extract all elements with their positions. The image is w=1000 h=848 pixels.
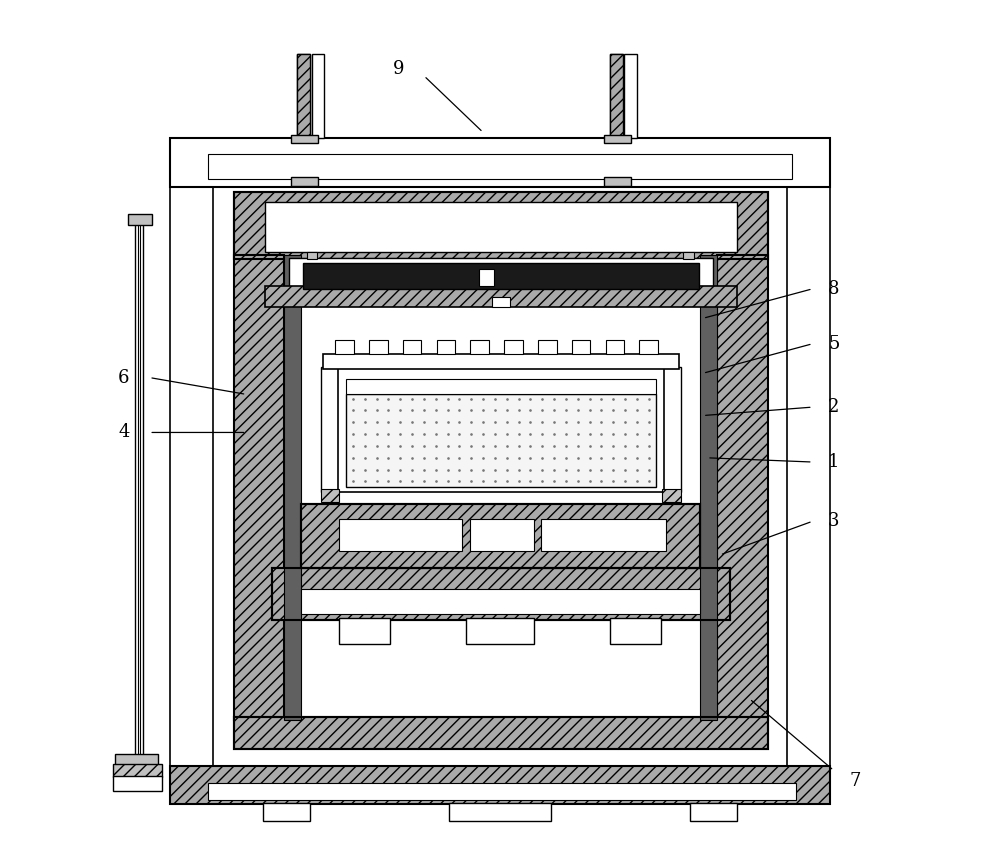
Text: 9: 9 — [393, 60, 404, 78]
Text: 1: 1 — [828, 453, 840, 471]
Bar — [301, 505, 700, 567]
Bar — [662, 489, 681, 502]
Bar — [234, 192, 768, 259]
Bar — [437, 340, 455, 354]
Bar — [321, 366, 339, 492]
Text: 6: 6 — [118, 369, 130, 387]
Bar — [541, 519, 666, 551]
Bar — [610, 618, 661, 644]
Bar — [284, 255, 301, 720]
Bar — [339, 519, 462, 551]
Bar — [639, 340, 658, 354]
Bar — [234, 192, 768, 259]
Bar — [208, 784, 796, 801]
Bar — [662, 366, 681, 492]
Bar — [291, 135, 318, 143]
Bar — [369, 340, 388, 354]
Bar — [504, 340, 523, 354]
Text: 5: 5 — [828, 335, 840, 353]
Bar — [234, 717, 768, 750]
Bar — [135, 221, 143, 762]
Bar — [492, 297, 510, 307]
Bar — [403, 340, 421, 354]
Bar — [717, 255, 768, 720]
Bar — [303, 264, 699, 289]
Bar — [479, 270, 494, 287]
Bar — [606, 340, 624, 354]
Bar — [234, 717, 768, 750]
Bar — [610, 53, 623, 138]
Bar — [604, 135, 631, 143]
Bar — [289, 259, 713, 291]
Bar — [787, 187, 830, 767]
Bar — [624, 53, 637, 138]
Bar — [572, 340, 590, 354]
Bar — [265, 202, 737, 253]
Bar — [312, 53, 324, 138]
Bar — [113, 776, 162, 791]
Bar — [208, 153, 792, 179]
Bar — [170, 767, 830, 805]
Bar — [335, 340, 354, 354]
Bar — [291, 177, 318, 186]
Bar — [321, 489, 339, 502]
Bar — [272, 567, 730, 620]
Bar — [683, 253, 694, 259]
Bar — [470, 519, 534, 551]
Bar — [263, 803, 310, 821]
Bar — [301, 259, 700, 720]
Bar — [301, 505, 700, 567]
Bar — [113, 764, 162, 778]
Text: 7: 7 — [849, 772, 861, 789]
Bar — [346, 394, 656, 488]
Bar — [170, 138, 830, 187]
Text: 8: 8 — [828, 280, 840, 298]
Bar — [604, 177, 631, 186]
Text: 4: 4 — [118, 423, 130, 442]
Bar — [690, 803, 737, 821]
Bar — [339, 618, 390, 644]
Bar — [301, 589, 700, 614]
Bar — [538, 340, 557, 354]
Bar — [700, 255, 717, 720]
Bar — [466, 618, 534, 644]
Text: 2: 2 — [828, 398, 840, 416]
Text: 3: 3 — [828, 512, 840, 530]
Bar — [338, 366, 664, 492]
Bar — [115, 755, 158, 767]
Bar — [307, 253, 317, 259]
Bar — [234, 255, 284, 720]
Bar — [170, 187, 213, 767]
Bar — [170, 767, 830, 805]
Bar — [470, 340, 489, 354]
Bar — [272, 567, 730, 620]
Bar — [128, 214, 152, 226]
Bar — [323, 354, 679, 369]
Bar — [346, 379, 656, 394]
Bar — [610, 53, 623, 138]
Bar — [297, 53, 310, 138]
Bar — [297, 53, 310, 138]
Bar — [265, 287, 737, 307]
Bar — [449, 803, 551, 821]
